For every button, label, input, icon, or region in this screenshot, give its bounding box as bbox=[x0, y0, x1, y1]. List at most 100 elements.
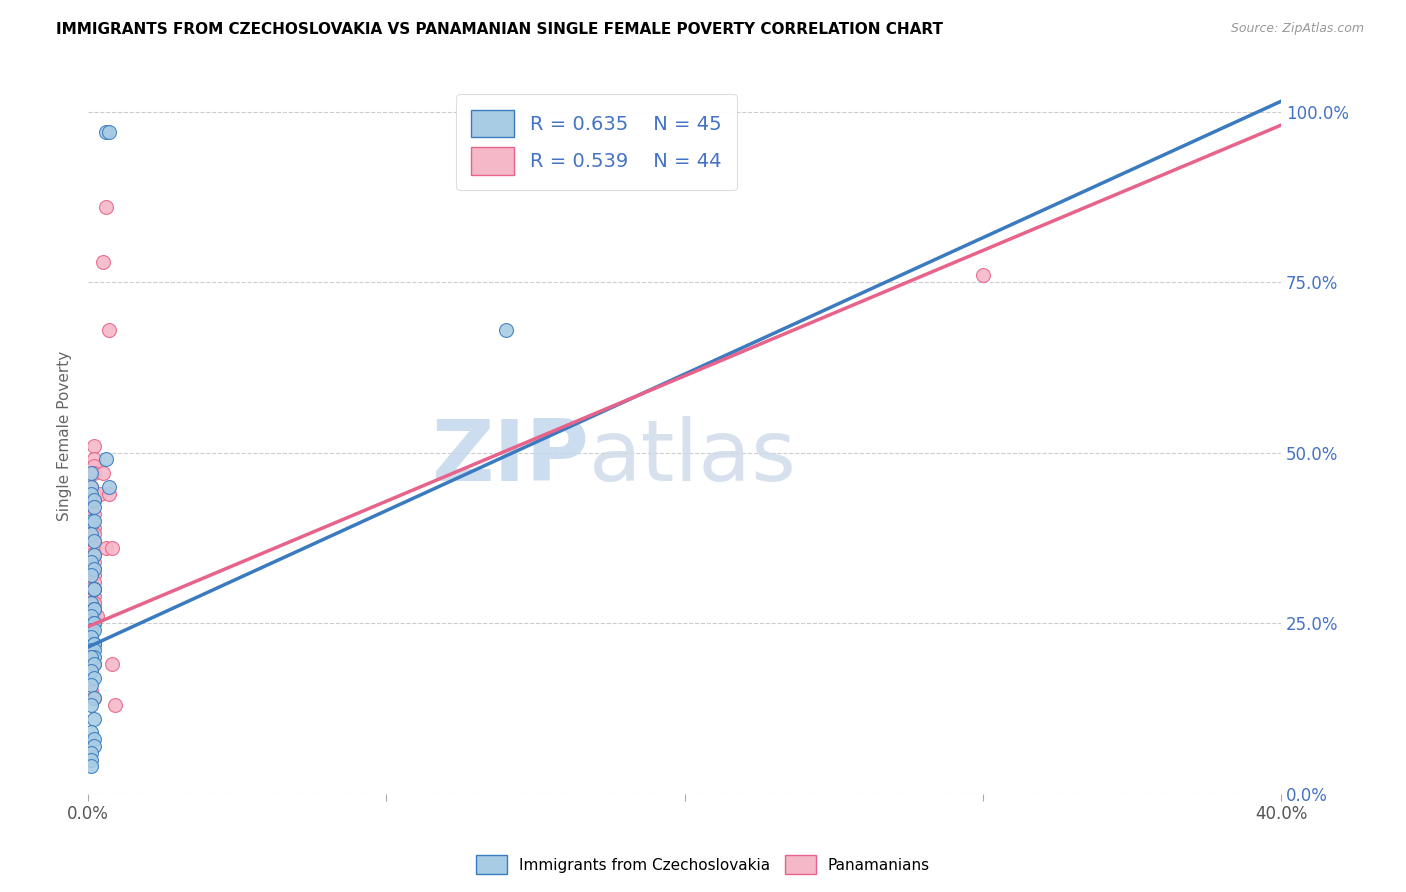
Point bbox=[495, 323, 517, 337]
Point bbox=[83, 596, 105, 610]
Point bbox=[83, 507, 105, 521]
Point bbox=[80, 596, 103, 610]
Point bbox=[80, 759, 103, 773]
Point bbox=[83, 514, 105, 528]
Point bbox=[80, 548, 103, 562]
Point bbox=[83, 452, 105, 467]
Point bbox=[83, 534, 105, 549]
Text: ZIP: ZIP bbox=[432, 416, 589, 499]
Point bbox=[83, 561, 105, 575]
Point bbox=[83, 582, 105, 596]
Point bbox=[80, 630, 103, 644]
Point bbox=[83, 637, 105, 651]
Point bbox=[83, 691, 105, 706]
Point bbox=[104, 698, 127, 712]
Point bbox=[80, 664, 103, 678]
Point bbox=[80, 609, 103, 624]
Legend: R = 0.635    N = 45, R = 0.539    N = 44: R = 0.635 N = 45, R = 0.539 N = 44 bbox=[456, 95, 737, 190]
Point bbox=[972, 268, 994, 283]
Point bbox=[101, 657, 124, 671]
Point bbox=[83, 691, 105, 706]
Point bbox=[83, 459, 105, 474]
Point bbox=[83, 575, 105, 590]
Point bbox=[80, 596, 103, 610]
Point bbox=[83, 643, 105, 657]
Point bbox=[89, 486, 111, 500]
Point bbox=[80, 684, 103, 698]
Point bbox=[83, 650, 105, 665]
Point bbox=[83, 623, 105, 637]
Point bbox=[83, 637, 105, 651]
Point bbox=[80, 677, 103, 691]
Point bbox=[83, 671, 105, 685]
Point bbox=[83, 541, 105, 555]
Point bbox=[83, 500, 105, 515]
Point bbox=[83, 602, 105, 616]
Point bbox=[83, 712, 105, 726]
Point bbox=[83, 589, 105, 603]
Point bbox=[80, 609, 103, 624]
Point bbox=[91, 466, 114, 480]
Y-axis label: Single Female Poverty: Single Female Poverty bbox=[58, 351, 72, 521]
Point bbox=[83, 602, 105, 616]
Point bbox=[80, 698, 103, 712]
Point bbox=[86, 609, 108, 624]
Point bbox=[80, 480, 103, 494]
Point bbox=[83, 548, 105, 562]
Point bbox=[80, 753, 103, 767]
Point bbox=[80, 466, 103, 480]
Point bbox=[80, 527, 103, 541]
Point bbox=[83, 657, 105, 671]
Point bbox=[83, 616, 105, 631]
Point bbox=[83, 527, 105, 541]
Point bbox=[83, 548, 105, 562]
Point bbox=[101, 541, 124, 555]
Point bbox=[80, 521, 103, 535]
Point bbox=[83, 466, 105, 480]
Point bbox=[83, 602, 105, 616]
Point bbox=[83, 534, 105, 549]
Point bbox=[83, 568, 105, 582]
Point bbox=[94, 541, 117, 555]
Text: IMMIGRANTS FROM CZECHOSLOVAKIA VS PANAMANIAN SINGLE FEMALE POVERTY CORRELATION C: IMMIGRANTS FROM CZECHOSLOVAKIA VS PANAMA… bbox=[56, 22, 943, 37]
Point bbox=[80, 725, 103, 739]
Point bbox=[80, 623, 103, 637]
Point bbox=[83, 582, 105, 596]
Point bbox=[80, 582, 103, 596]
Point bbox=[80, 514, 103, 528]
Point bbox=[80, 486, 103, 500]
Point bbox=[83, 609, 105, 624]
Point bbox=[80, 575, 103, 590]
Point bbox=[94, 125, 117, 139]
Text: Source: ZipAtlas.com: Source: ZipAtlas.com bbox=[1230, 22, 1364, 36]
Point bbox=[98, 323, 121, 337]
Point bbox=[80, 643, 103, 657]
Point bbox=[83, 739, 105, 753]
Point bbox=[83, 732, 105, 747]
Point bbox=[83, 486, 105, 500]
Point bbox=[91, 254, 114, 268]
Point bbox=[98, 125, 121, 139]
Point bbox=[98, 480, 121, 494]
Point bbox=[94, 200, 117, 214]
Point bbox=[80, 746, 103, 760]
Point bbox=[80, 568, 103, 582]
Point bbox=[80, 602, 103, 616]
Point bbox=[83, 657, 105, 671]
Point bbox=[83, 582, 105, 596]
Point bbox=[83, 521, 105, 535]
Point bbox=[83, 616, 105, 631]
Point bbox=[83, 561, 105, 575]
Point bbox=[80, 480, 103, 494]
Point bbox=[83, 596, 105, 610]
Point bbox=[80, 561, 103, 575]
Legend: Immigrants from Czechoslovakia, Panamanians: Immigrants from Czechoslovakia, Panamani… bbox=[470, 849, 936, 880]
Point bbox=[83, 439, 105, 453]
Point bbox=[83, 555, 105, 569]
Point bbox=[80, 555, 103, 569]
Text: atlas: atlas bbox=[589, 416, 797, 499]
Point bbox=[80, 500, 103, 515]
Point bbox=[80, 650, 103, 665]
Point bbox=[80, 643, 103, 657]
Point bbox=[94, 452, 117, 467]
